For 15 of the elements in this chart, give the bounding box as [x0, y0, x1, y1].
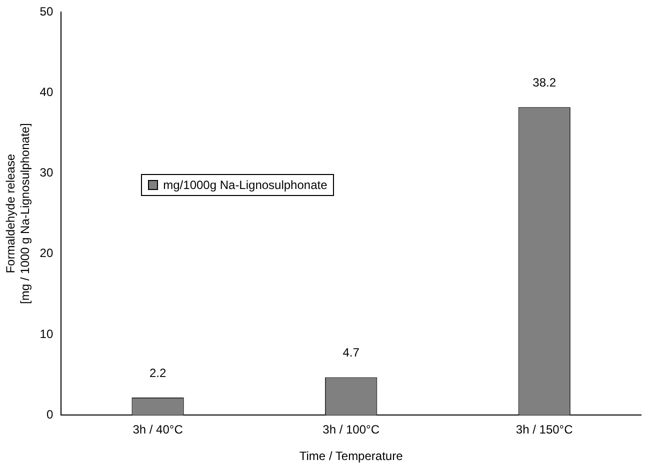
x-axis-title: Time / Temperature [299, 449, 404, 464]
x-tick-label: 3h / 40°C [132, 422, 184, 437]
y-tick-label: 50 [40, 4, 54, 18]
y-tick-label: 40 [40, 84, 54, 99]
data-label: 4.7 [342, 346, 360, 360]
legend-label: mg/1000g Na-Lignosulphonate [163, 178, 328, 192]
y-tick-label: 20 [40, 246, 54, 260]
y-axis-title: Formaldehyde release [mg / 1000 g Na-Lignosulphonate] [4, 123, 32, 304]
data-label: 38.2 [532, 75, 556, 90]
y-tick-label: 30 [40, 166, 54, 180]
x-tick-label: 3h / 100°C [322, 422, 380, 437]
data-label: 2.2 [149, 366, 166, 380]
y-tick-label: 0 [46, 408, 54, 422]
x-tick-label: 3h / 150°C [516, 422, 574, 437]
y-tick-label: 10 [40, 326, 54, 341]
